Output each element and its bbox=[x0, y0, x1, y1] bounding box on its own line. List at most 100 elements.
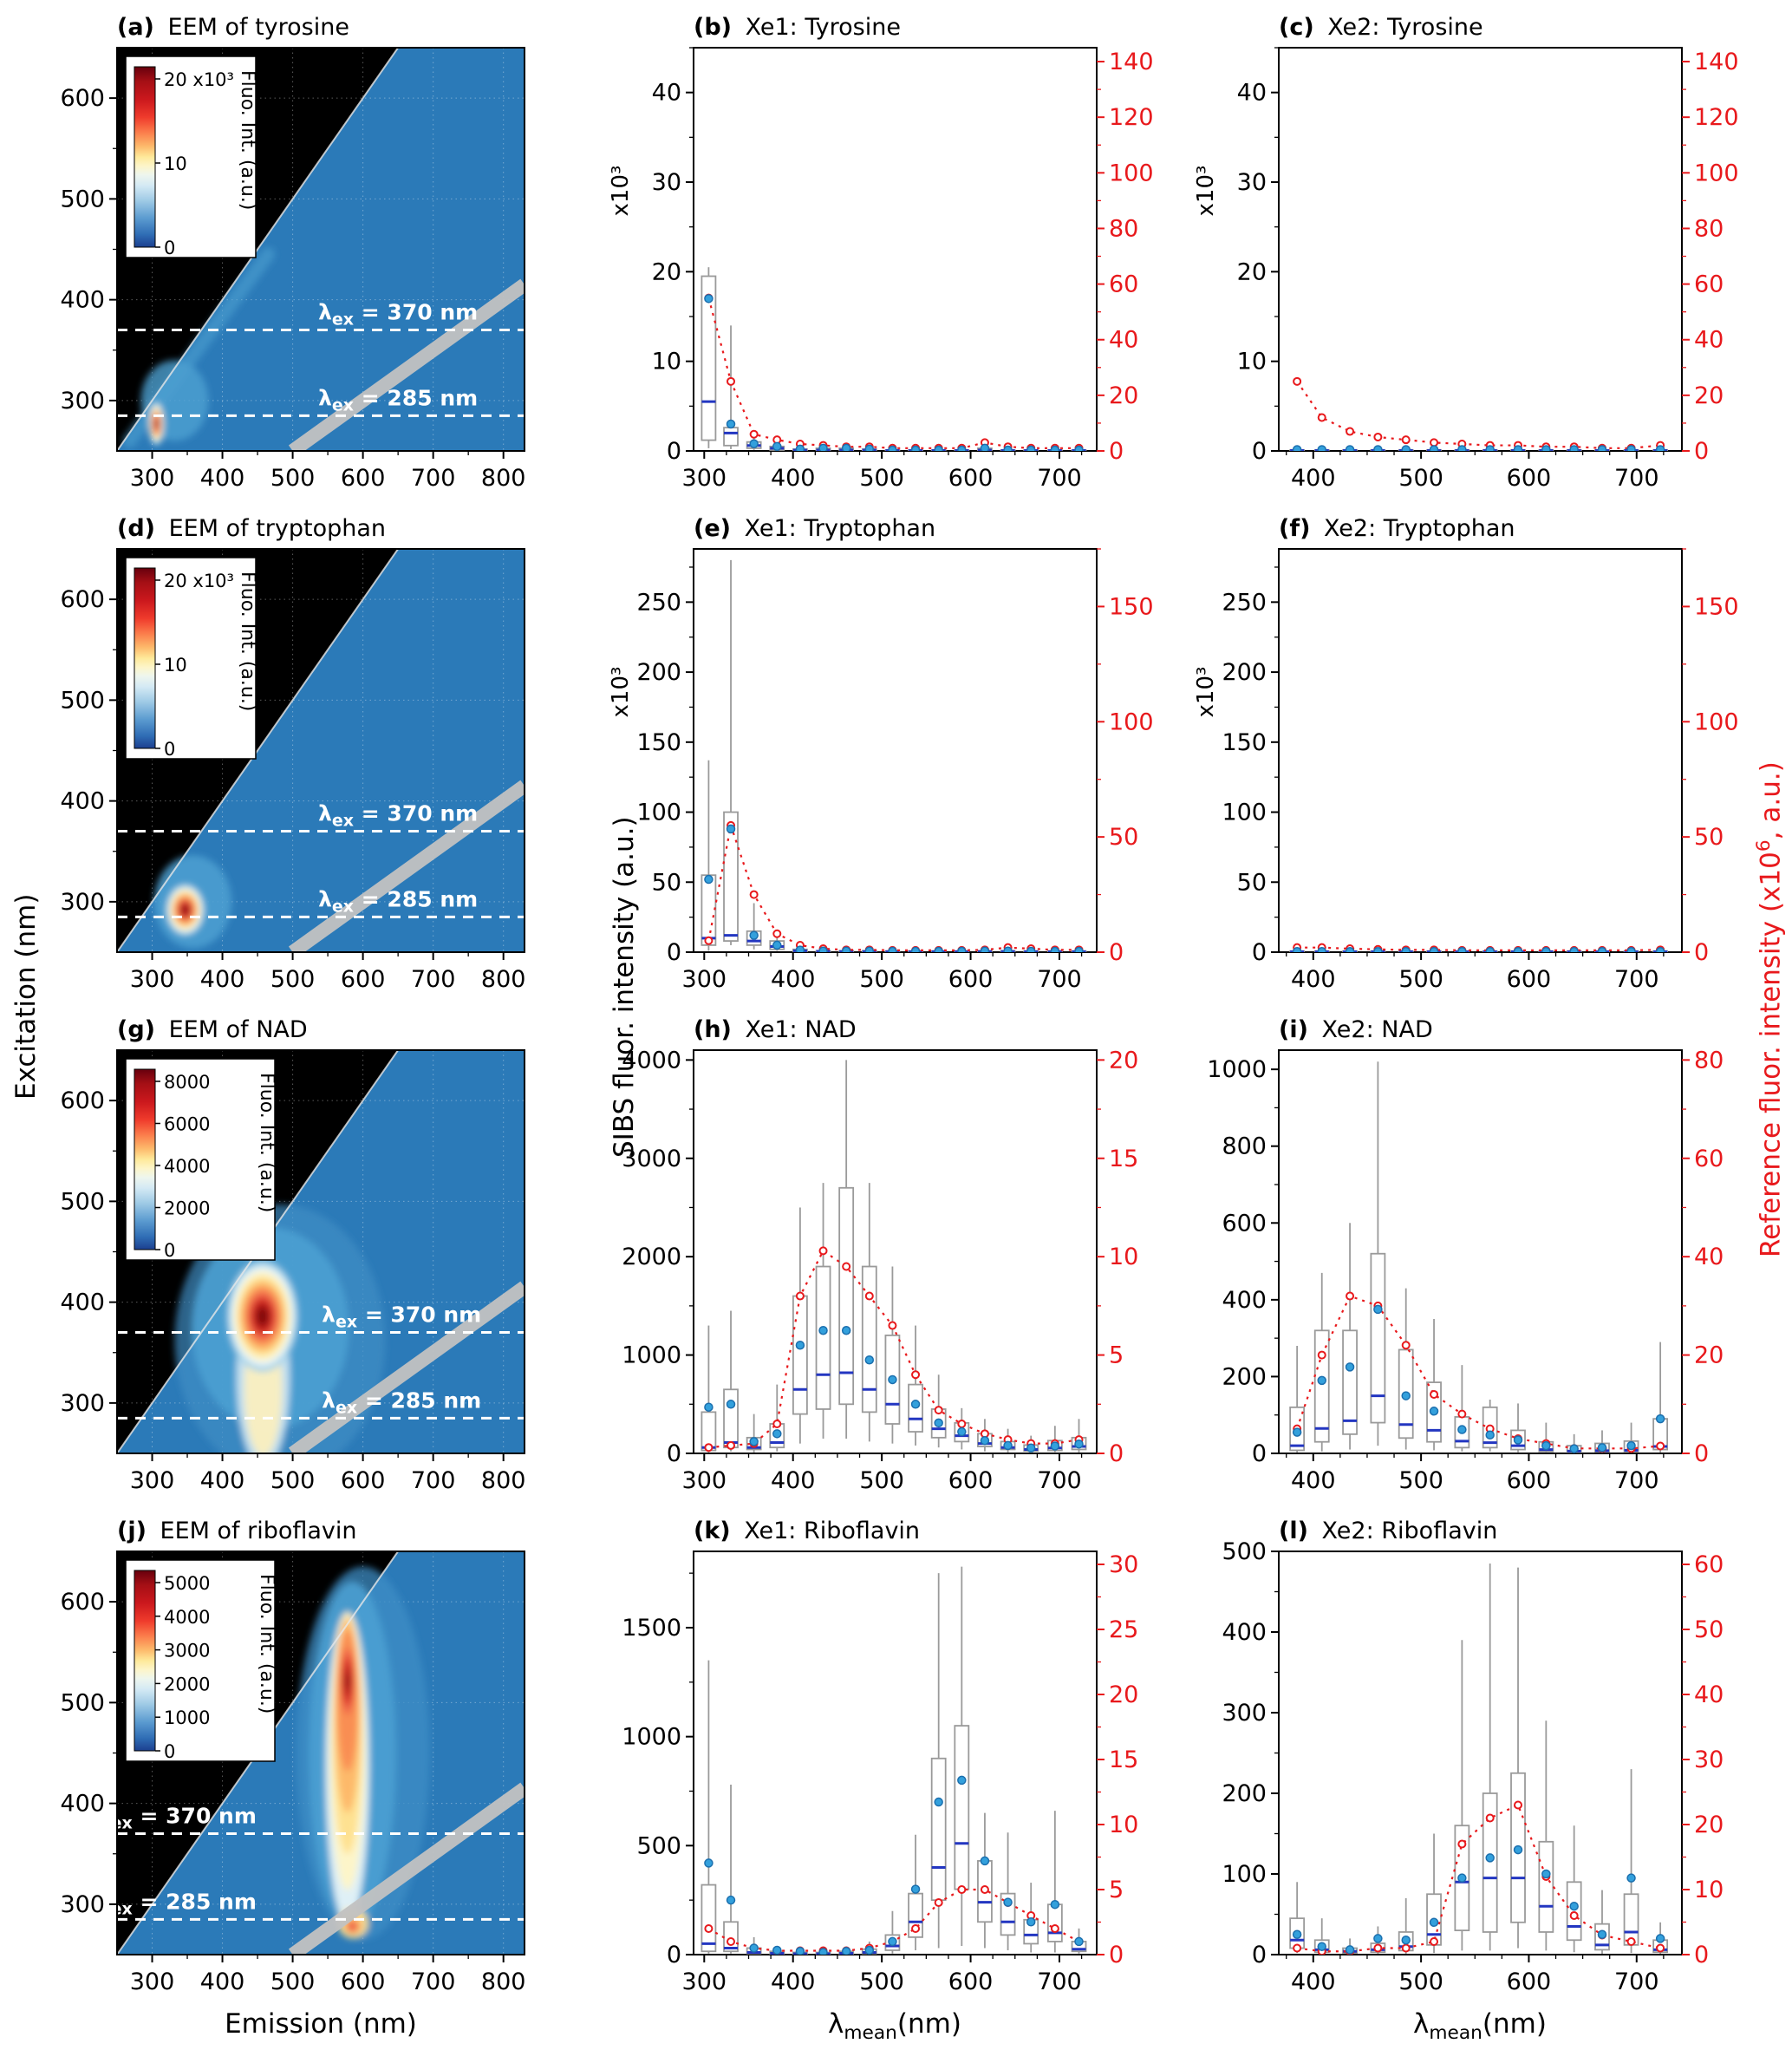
svg-text:0: 0 bbox=[667, 939, 681, 966]
svg-text:λex = 285 nm: λex = 285 nm bbox=[322, 1387, 481, 1417]
svg-text:600: 600 bbox=[1507, 1467, 1552, 1494]
svg-text:2000: 2000 bbox=[164, 1674, 210, 1694]
svg-text:10: 10 bbox=[652, 349, 681, 375]
svg-text:600: 600 bbox=[341, 1467, 386, 1494]
svg-text:x10³: x10³ bbox=[1193, 667, 1219, 718]
panel-e-title: (e) Xe1: Tryptophan bbox=[694, 515, 936, 542]
svg-text:140: 140 bbox=[1694, 49, 1738, 75]
svg-text:600: 600 bbox=[341, 465, 386, 492]
svg-text:500: 500 bbox=[1222, 1538, 1267, 1565]
svg-text:600: 600 bbox=[60, 586, 105, 613]
svg-text:80: 80 bbox=[1694, 1047, 1724, 1074]
svg-text:20: 20 bbox=[1237, 258, 1267, 285]
panel-j-title: (j) EEM of riboflavin bbox=[117, 1518, 357, 1544]
panel-k-box-plot: 300 400 500 600 700 0 500 1000 1500 0 5 10 15 20 25 30 bbox=[622, 1551, 1138, 1995]
reference-intensity-axis-label: Reference fluor. intensity (x106, a.u.) bbox=[1753, 761, 1787, 1257]
svg-text:500: 500 bbox=[270, 1968, 316, 1995]
svg-text:400: 400 bbox=[1291, 966, 1336, 993]
svg-text:Fluo. Int. (a.u.): Fluo. Int. (a.u.) bbox=[256, 1073, 277, 1212]
svg-text:0: 0 bbox=[1694, 438, 1709, 465]
svg-text:300: 300 bbox=[60, 388, 105, 415]
svg-text:800: 800 bbox=[1222, 1133, 1267, 1160]
svg-text:10: 10 bbox=[1694, 1877, 1724, 1903]
svg-text:x10³: x10³ bbox=[608, 667, 634, 718]
svg-text:4000: 4000 bbox=[164, 1607, 210, 1628]
svg-text:0: 0 bbox=[1694, 1942, 1709, 1968]
svg-text:150: 150 bbox=[1222, 729, 1267, 756]
svg-text:5: 5 bbox=[1109, 1877, 1124, 1903]
svg-text:0: 0 bbox=[1252, 939, 1267, 966]
svg-text:λex = 285 nm: λex = 285 nm bbox=[318, 385, 478, 415]
svg-text:500: 500 bbox=[270, 966, 316, 993]
svg-text:500: 500 bbox=[60, 1689, 105, 1716]
svg-text:300: 300 bbox=[682, 465, 727, 492]
svg-text:0: 0 bbox=[164, 1741, 175, 1762]
svg-text:400: 400 bbox=[1222, 1287, 1267, 1314]
svg-text:1000: 1000 bbox=[622, 1724, 681, 1751]
svg-text:150: 150 bbox=[1109, 593, 1153, 620]
svg-text:400: 400 bbox=[60, 1289, 105, 1316]
svg-text:40: 40 bbox=[652, 80, 681, 107]
svg-text:0: 0 bbox=[164, 238, 175, 258]
panel-b-box-plot: 300 400 500 600 7000102030400204060801001201… bbox=[608, 47, 1153, 492]
svg-text:5: 5 bbox=[1109, 1342, 1124, 1369]
svg-text:500: 500 bbox=[1398, 465, 1443, 492]
panel-i-box-plot: 400 500 600 700 0 200 400 600 800 1000 0 20 40 60 80 bbox=[1207, 1047, 1724, 1494]
svg-text:700: 700 bbox=[1614, 465, 1659, 492]
svg-text:200: 200 bbox=[1222, 1780, 1267, 1807]
svg-text:1500: 1500 bbox=[622, 1615, 681, 1642]
svg-text:20: 20 bbox=[1109, 1047, 1138, 1074]
svg-text:15: 15 bbox=[1109, 1746, 1138, 1773]
svg-text:400: 400 bbox=[771, 1467, 816, 1494]
svg-text:30: 30 bbox=[652, 169, 681, 196]
svg-text:300: 300 bbox=[1222, 1700, 1267, 1727]
svg-text:600: 600 bbox=[341, 966, 386, 993]
svg-text:500: 500 bbox=[859, 465, 904, 492]
svg-text:800: 800 bbox=[481, 966, 526, 993]
svg-text:600: 600 bbox=[341, 1968, 386, 1995]
svg-text:0: 0 bbox=[667, 438, 681, 465]
svg-text:400: 400 bbox=[60, 1791, 105, 1818]
svg-text:40: 40 bbox=[1109, 327, 1138, 354]
panel-c-box-plot: 400 500 600 700010203040020406080100120140x… bbox=[1193, 47, 1738, 492]
svg-text:500: 500 bbox=[1398, 1968, 1443, 1995]
panel-f-title: (f) Xe2: Tryptophan bbox=[1279, 515, 1515, 542]
svg-text:200: 200 bbox=[1222, 659, 1267, 686]
svg-text:λex = 370 nm: λex = 370 nm bbox=[318, 801, 478, 831]
panel-d-eem-plot: λex = 370 nm λex = 285 nm 300 400 500 600 700 8… bbox=[60, 548, 526, 993]
svg-text:2000: 2000 bbox=[164, 1198, 210, 1219]
svg-text:30: 30 bbox=[1237, 169, 1267, 196]
svg-text:8000: 8000 bbox=[164, 1072, 210, 1093]
svg-text:25: 25 bbox=[1109, 1616, 1138, 1643]
emission-axis-label: Emission (nm) bbox=[225, 2008, 417, 2040]
panel-a-eem-plot: λex = 370 nm λex = 285 nm 300 400 500 600 700 8… bbox=[60, 47, 525, 492]
svg-text:600: 600 bbox=[1222, 1210, 1267, 1237]
svg-text:0: 0 bbox=[1109, 438, 1124, 465]
svg-text:λex = 285 nm: λex = 285 nm bbox=[97, 1889, 257, 1918]
svg-text:30: 30 bbox=[1109, 1551, 1138, 1578]
svg-text:3000: 3000 bbox=[164, 1641, 210, 1662]
svg-text:0: 0 bbox=[1694, 939, 1709, 966]
svg-text:0: 0 bbox=[1252, 1440, 1267, 1467]
svg-text:500: 500 bbox=[270, 1467, 316, 1494]
svg-text:100: 100 bbox=[1109, 708, 1153, 735]
svg-text:700: 700 bbox=[1037, 1467, 1082, 1494]
svg-text:1000: 1000 bbox=[1207, 1056, 1267, 1083]
svg-text:1000: 1000 bbox=[164, 1707, 210, 1728]
svg-text:30: 30 bbox=[1694, 1746, 1724, 1773]
svg-text:400: 400 bbox=[1291, 1968, 1336, 1995]
panel-c-title: (c) Xe2: Tyrosine bbox=[1279, 14, 1483, 41]
svg-text:400: 400 bbox=[771, 465, 816, 492]
svg-text:20: 20 bbox=[652, 258, 681, 285]
svg-text:600: 600 bbox=[948, 1467, 994, 1494]
svg-text:800: 800 bbox=[481, 1467, 526, 1494]
svg-text:0: 0 bbox=[164, 1240, 175, 1261]
svg-text:500: 500 bbox=[1398, 1467, 1443, 1494]
svg-text:40: 40 bbox=[1694, 327, 1724, 354]
svg-text:300: 300 bbox=[130, 1467, 175, 1494]
svg-text:700: 700 bbox=[411, 465, 456, 492]
svg-text:20: 20 bbox=[1109, 382, 1138, 409]
svg-text:2000: 2000 bbox=[622, 1244, 681, 1270]
